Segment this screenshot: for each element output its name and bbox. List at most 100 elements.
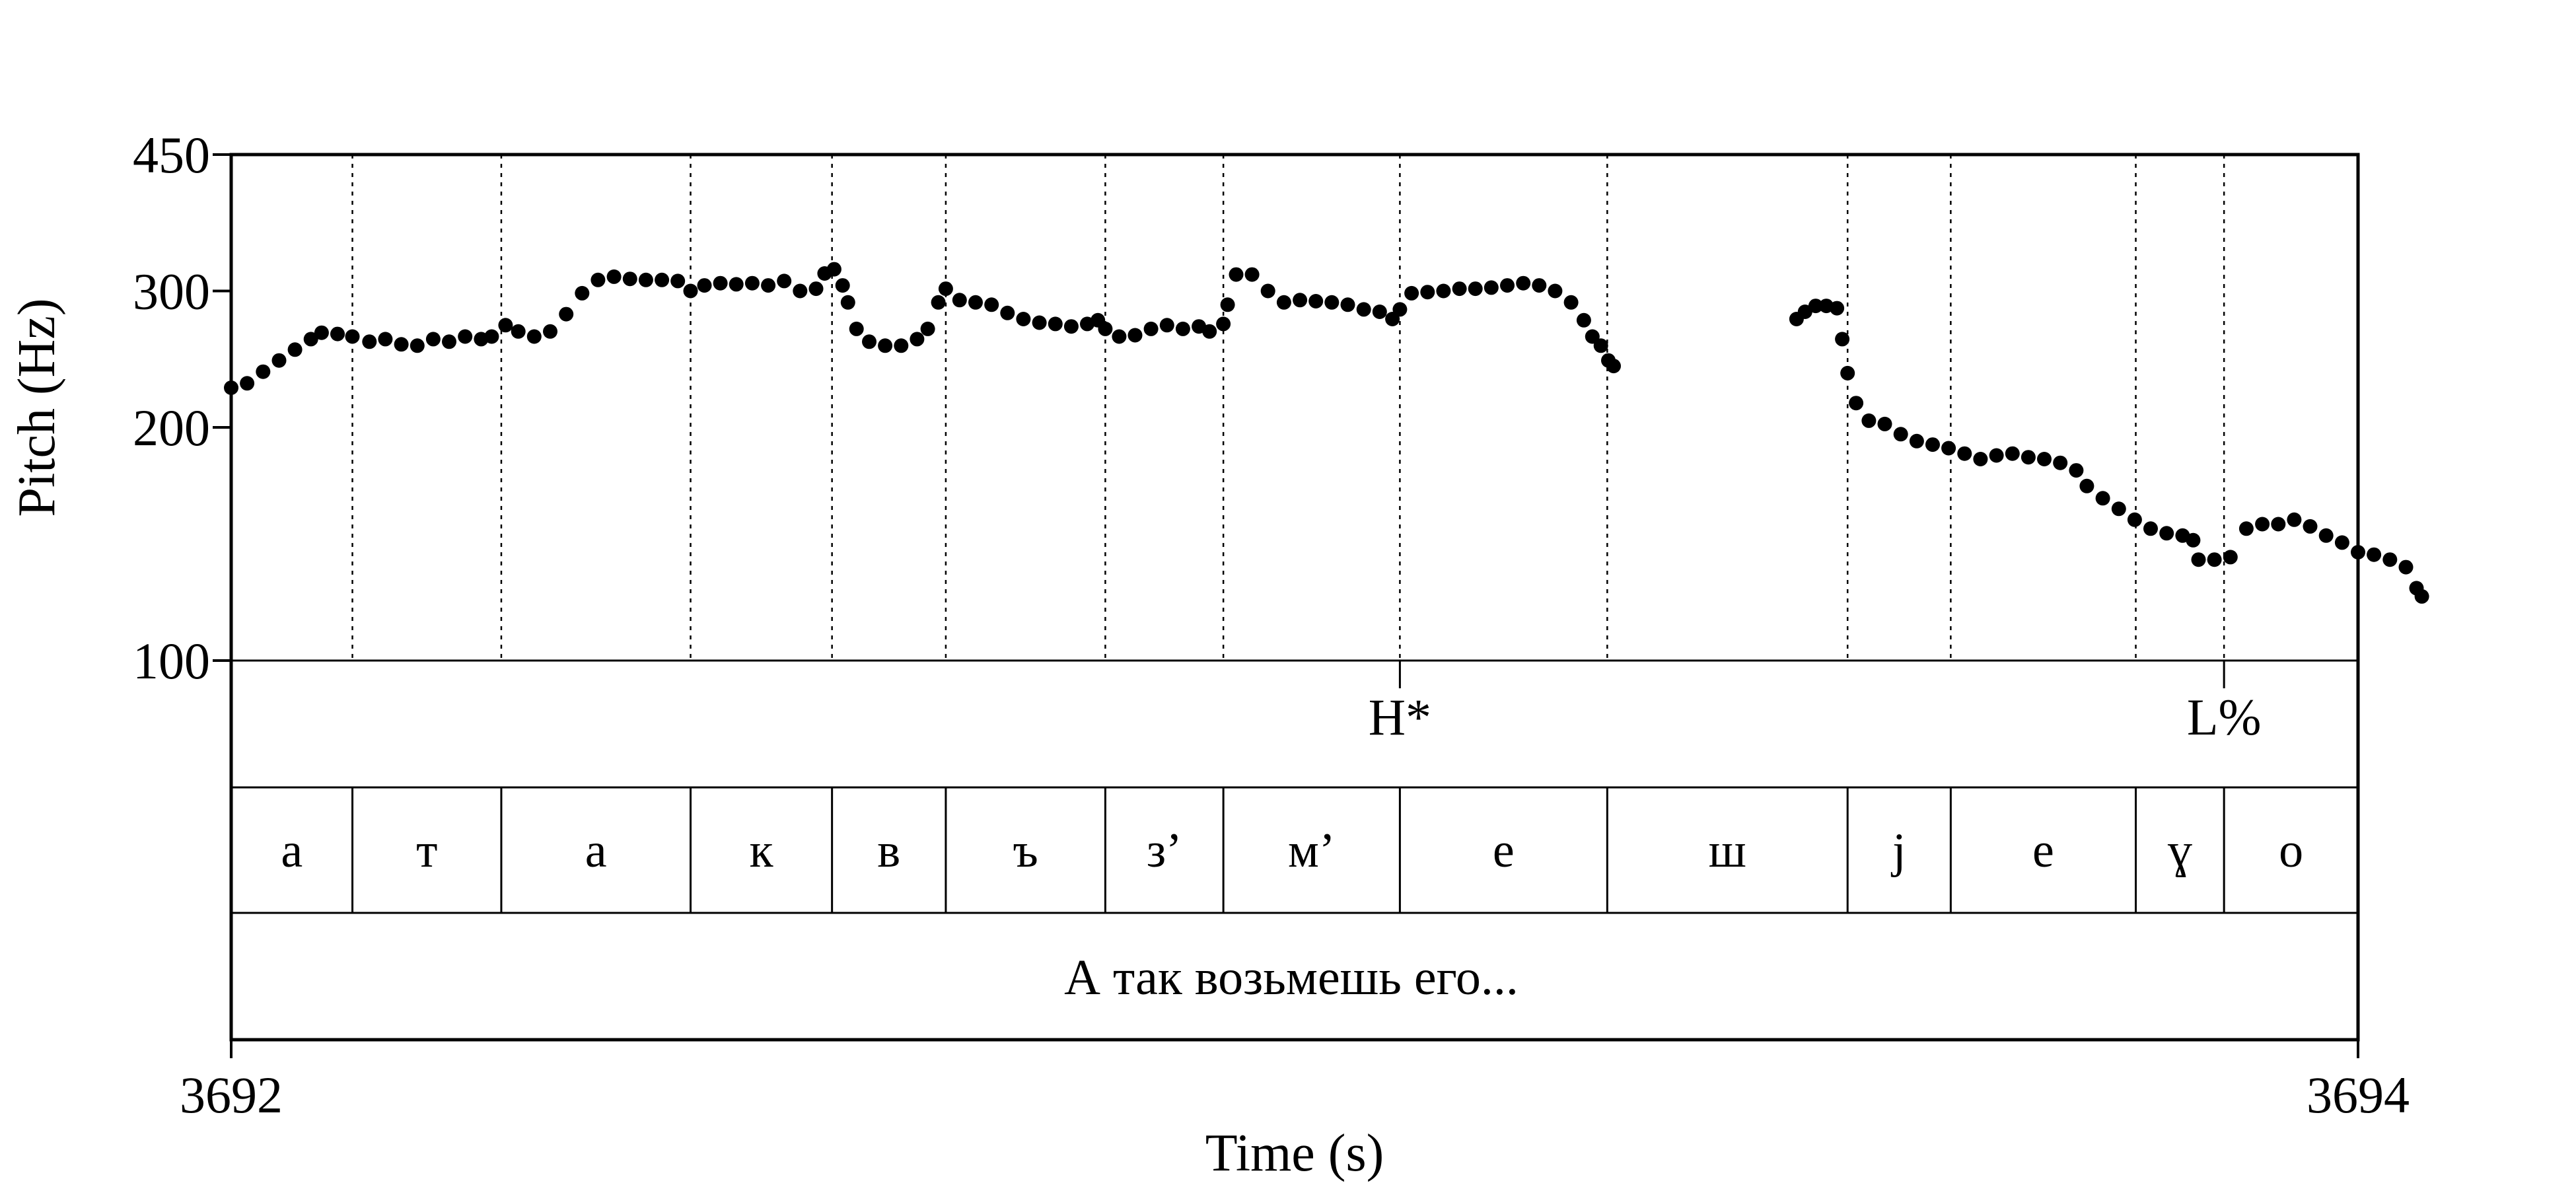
pitch-point-119 (2053, 455, 2068, 470)
pitch-point-54 (1000, 305, 1015, 320)
tone-label-0: H* (1369, 688, 1431, 746)
segment-label-0: а (281, 824, 303, 878)
pitch-point-98 (1606, 359, 1621, 374)
pitch-point-114 (1973, 452, 1988, 466)
segment-label-3: к (750, 824, 774, 878)
pitch-points (224, 262, 2429, 604)
pitch-point-80 (1372, 305, 1387, 319)
pitch-point-25 (606, 269, 622, 284)
pitch-point-120 (2069, 463, 2084, 478)
pitch-point-44 (862, 334, 877, 349)
segment-label-9: ш (1709, 824, 1746, 878)
pitch-point-27 (638, 272, 653, 287)
pitch-point-11 (394, 337, 409, 352)
pitch-point-7 (330, 326, 345, 342)
pitch-point-6 (314, 325, 329, 340)
x-axis-title: Time (s) (1205, 1124, 1384, 1182)
pitch-point-94 (1576, 312, 1591, 328)
tone-tier: H* L% (1369, 661, 2262, 746)
pitch-point-58 (1063, 319, 1079, 334)
pitch-point-12 (410, 338, 425, 353)
pitch-point-141 (2382, 552, 2398, 567)
pitch-point-48 (920, 321, 935, 336)
pitch-point-42 (840, 295, 855, 310)
pitch-point-122 (2095, 491, 2110, 506)
pitch-point-14 (442, 334, 456, 349)
segment-label-13: о (2279, 824, 2303, 878)
pitch-point-62 (1112, 329, 1127, 344)
pitch-point-77 (1324, 295, 1340, 310)
pitch-point-10 (378, 332, 393, 347)
plot-frame (229, 153, 2360, 1042)
pitch-point-65 (1159, 318, 1174, 333)
pitch-point-19 (511, 324, 526, 339)
pitch-point-90 (1516, 275, 1531, 291)
pitch-point-133 (2255, 517, 2270, 532)
segment-label-8: е (1493, 824, 1515, 878)
pitch-point-9 (362, 334, 377, 349)
segment-label-1: т (416, 824, 437, 878)
pitch-point-126 (2159, 526, 2174, 541)
pitch-point-124 (2127, 512, 2142, 527)
pitch-point-115 (1989, 448, 2004, 463)
pitch-point-36 (777, 273, 792, 289)
segment-label-11: е (2032, 824, 2054, 878)
pitch-point-140 (2367, 547, 2382, 562)
pitch-point-106 (1849, 396, 1864, 411)
y-tick-label-3: 100 (133, 632, 210, 690)
pitch-point-35 (761, 278, 776, 293)
pitch-point-51 (952, 293, 967, 308)
pitch-point-57 (1048, 316, 1063, 332)
pitch-point-113 (1957, 446, 1972, 461)
pitch-point-66 (1175, 321, 1190, 336)
pitch-point-34 (744, 275, 760, 291)
pitch-point-20 (526, 329, 542, 344)
pitch-point-107 (1861, 413, 1877, 428)
pitch-point-103 (1830, 301, 1845, 316)
pitch-point-3 (271, 353, 287, 368)
y-axis-title: Pitch (Hz) (8, 298, 66, 517)
pitch-point-142 (2398, 559, 2414, 575)
pitch-point-1 (240, 376, 255, 391)
pitch-point-63 (1127, 328, 1143, 343)
pitch-point-108 (1877, 416, 1892, 431)
pitch-point-93 (1563, 295, 1579, 310)
segment-label-10: j (1890, 824, 1906, 878)
pitch-point-138 (2334, 535, 2349, 550)
x-axis-ticks: 3692 3694 (180, 1040, 2410, 1124)
tone-label-1: L% (2187, 688, 2262, 746)
pitch-point-70 (1220, 297, 1235, 312)
pitch-point-112 (1941, 441, 1956, 456)
pitch-point-87 (1468, 281, 1483, 297)
pitch-point-13 (425, 332, 441, 347)
segment-label-4: в (877, 824, 900, 878)
pitch-point-105 (1840, 365, 1855, 380)
pitch-point-86 (1452, 281, 1467, 297)
pitch-point-71 (1229, 267, 1244, 282)
pitch-point-43 (849, 321, 864, 336)
y-tick-label-1: 300 (133, 262, 210, 320)
y-axis-ticks: 450 300 200 100 (133, 126, 231, 690)
segment-label-6: з’ (1147, 824, 1182, 878)
segment-label-5: ъ (1013, 824, 1038, 878)
pitch-point-100 (1797, 305, 1812, 319)
pitch-point-26 (622, 271, 637, 287)
pitch-point-5 (303, 332, 318, 347)
pitch-point-134 (2271, 517, 2286, 532)
segment-label-2: а (585, 824, 607, 878)
pitch-point-33 (729, 277, 744, 292)
pitch-point-91 (1532, 278, 1547, 293)
pitch-point-132 (2238, 521, 2254, 536)
pitch-point-131 (2223, 550, 2238, 565)
y-tick-label-0: 450 (133, 126, 210, 184)
pitch-point-18 (498, 318, 513, 333)
pitch-point-23 (575, 285, 590, 301)
pitch-point-8 (345, 329, 360, 344)
pitch-point-104 (1835, 332, 1850, 347)
x-tick-label-1: 3694 (2307, 1066, 2410, 1124)
pitch-point-29 (670, 273, 686, 289)
pitch-point-116 (2005, 446, 2020, 461)
pitch-point-53 (984, 297, 999, 312)
y-tick-label-2: 200 (133, 399, 210, 456)
pitch-point-74 (1276, 295, 1291, 310)
